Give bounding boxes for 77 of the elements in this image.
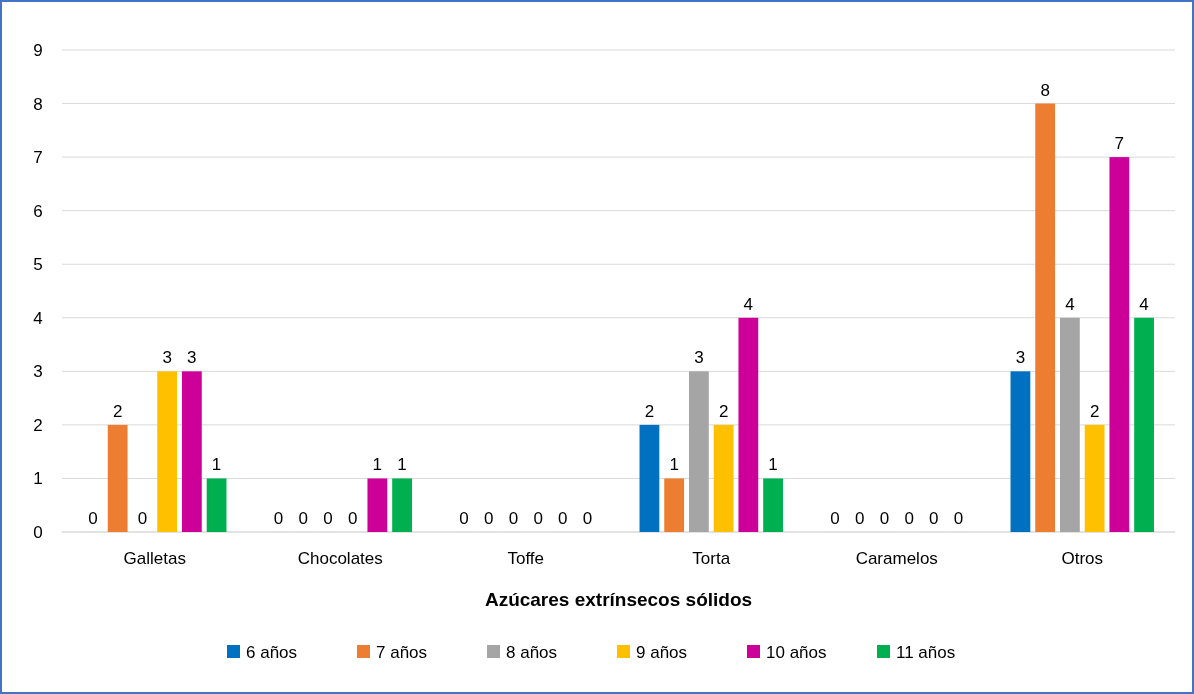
data-label: 3 xyxy=(162,348,172,368)
data-label: 1 xyxy=(768,455,778,475)
data-label: 7 xyxy=(1114,134,1125,154)
data-label: 0 xyxy=(273,509,284,528)
data-label: 0 xyxy=(582,509,593,528)
bar xyxy=(1084,424,1105,532)
data-label: 3 xyxy=(1015,348,1026,368)
bar xyxy=(664,478,685,532)
data-label: 0 xyxy=(533,509,543,528)
y-tick-label: 6 xyxy=(33,201,43,221)
legend-label: 10 años xyxy=(766,642,827,662)
bar xyxy=(206,478,227,532)
data-label: 1 xyxy=(372,455,383,475)
bar xyxy=(1134,317,1154,532)
data-label: 8 xyxy=(1040,80,1050,100)
data-label: 1 xyxy=(669,455,679,475)
legend-label: 6 años xyxy=(246,642,298,662)
data-label: 2 xyxy=(718,401,729,421)
x-tick-label: Chocolates xyxy=(297,549,383,568)
data-label: 0 xyxy=(558,509,568,528)
y-tick-label: 5 xyxy=(33,255,43,275)
bar xyxy=(107,424,128,532)
data-label: 0 xyxy=(483,509,494,528)
x-tick-label: Otros xyxy=(1061,549,1104,568)
bar xyxy=(157,371,178,532)
bar xyxy=(639,424,660,532)
data-label: 4 xyxy=(1139,294,1149,314)
y-tick-label: 0 xyxy=(33,522,43,542)
data-label: 0 xyxy=(854,509,865,528)
y-tick-label: 7 xyxy=(33,148,43,168)
data-label: 4 xyxy=(743,294,754,314)
bar xyxy=(1059,317,1080,532)
bar xyxy=(1035,103,1056,532)
data-label: 2 xyxy=(644,401,655,421)
data-label: 3 xyxy=(694,348,704,368)
y-tick-label: 4 xyxy=(33,308,43,328)
legend-label: 11 años xyxy=(896,642,956,662)
data-label: 0 xyxy=(508,509,519,528)
bar xyxy=(181,371,202,532)
bar xyxy=(367,478,388,532)
data-label: 1 xyxy=(211,455,222,475)
x-axis-title: Azúcares extrínsecos sólidos xyxy=(484,589,753,610)
legend-label: 8 años xyxy=(506,642,558,662)
bar xyxy=(688,371,709,532)
y-tick-label: 8 xyxy=(33,94,43,114)
data-label: 0 xyxy=(929,509,939,528)
y-tick-label: 1 xyxy=(33,469,43,489)
bar xyxy=(392,478,412,532)
legend-label: 7 años xyxy=(376,642,428,662)
data-label: 2 xyxy=(1089,401,1100,421)
data-label: 0 xyxy=(347,509,358,528)
data-label: 0 xyxy=(904,509,914,528)
data-label: 0 xyxy=(298,509,308,528)
bar xyxy=(738,317,759,532)
legend-label: 9 años xyxy=(636,642,688,662)
data-label: 2 xyxy=(112,401,123,421)
x-tick-label: Torta xyxy=(692,549,731,568)
data-label: 1 xyxy=(397,455,407,475)
bar xyxy=(1109,157,1130,532)
data-label: 3 xyxy=(187,348,197,368)
bar xyxy=(713,424,734,532)
data-label: 0 xyxy=(137,509,148,528)
data-label: 0 xyxy=(88,509,98,528)
data-label: 0 xyxy=(830,509,840,528)
bar xyxy=(763,478,783,532)
data-label: 0 xyxy=(323,509,333,528)
bar xyxy=(1010,371,1031,532)
data-label: 0 xyxy=(879,509,890,528)
data-label: 0 xyxy=(459,509,469,528)
x-tick-label: Toffe xyxy=(507,549,545,568)
y-tick-label: 9 xyxy=(33,40,43,60)
data-label: 0 xyxy=(953,509,964,528)
data-label: 4 xyxy=(1065,294,1075,314)
x-tick-label: Galletas xyxy=(123,549,186,568)
y-tick-label: 3 xyxy=(33,362,43,382)
x-tick-label: Caramelos xyxy=(855,549,938,568)
y-tick-label: 2 xyxy=(33,415,43,435)
